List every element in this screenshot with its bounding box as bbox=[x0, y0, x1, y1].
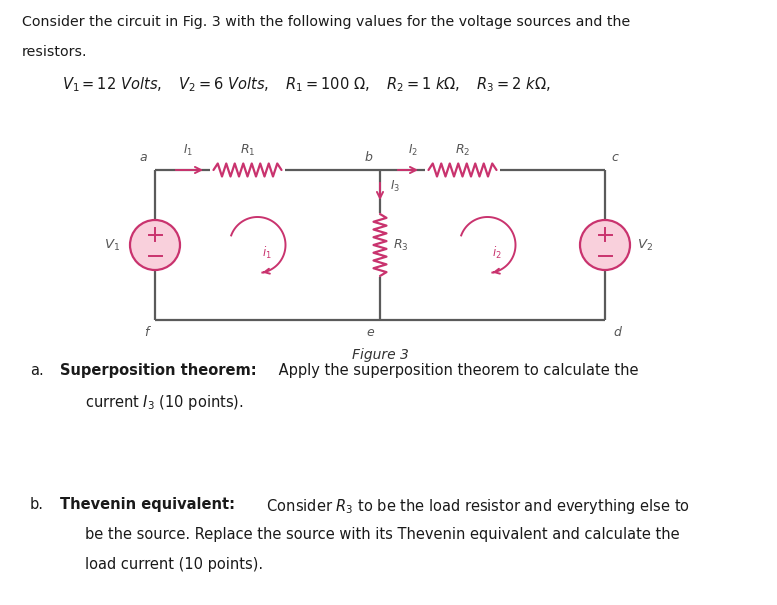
Text: a.: a. bbox=[30, 363, 44, 378]
Text: a: a bbox=[139, 151, 147, 164]
Text: c: c bbox=[611, 151, 618, 164]
Circle shape bbox=[130, 220, 180, 270]
Text: Superposition theorem:: Superposition theorem: bbox=[60, 363, 256, 378]
Text: $i_2$: $i_2$ bbox=[492, 245, 501, 261]
Text: $i_1$: $i_1$ bbox=[262, 245, 271, 261]
Text: f: f bbox=[145, 326, 149, 339]
Text: $V_1$: $V_1$ bbox=[104, 237, 120, 252]
Text: Apply the superposition theorem to calculate the: Apply the superposition theorem to calcu… bbox=[274, 363, 639, 378]
Text: $R_1$: $R_1$ bbox=[240, 143, 255, 158]
Text: $I_1$: $I_1$ bbox=[183, 143, 193, 158]
Text: d: d bbox=[613, 326, 621, 339]
Text: load current (10 points).: load current (10 points). bbox=[85, 557, 263, 572]
Text: Consider $R_3$ to be the load resistor and everything else to: Consider $R_3$ to be the load resistor a… bbox=[262, 497, 690, 516]
Text: $R_2$: $R_2$ bbox=[455, 143, 470, 158]
Text: resistors.: resistors. bbox=[22, 45, 88, 59]
Text: b: b bbox=[364, 151, 372, 164]
Text: Figure 3: Figure 3 bbox=[351, 348, 409, 362]
Text: $V_2$: $V_2$ bbox=[637, 237, 653, 252]
Text: $V_1 = 12\ \mathit{Volts}, \quad V_2 = 6\ \mathit{Volts}, \quad R_1 = 100\ \Omeg: $V_1 = 12\ \mathit{Volts}, \quad V_2 = 6… bbox=[62, 75, 551, 94]
Text: be the source. Replace the source with its Thevenin equivalent and calculate the: be the source. Replace the source with i… bbox=[85, 527, 680, 542]
Text: $R_3$: $R_3$ bbox=[393, 237, 409, 252]
Text: current $I_3$ (10 points).: current $I_3$ (10 points). bbox=[85, 393, 244, 412]
Text: e: e bbox=[366, 326, 374, 339]
Text: $I_2$: $I_2$ bbox=[408, 143, 418, 158]
Text: Thevenin equivalent:: Thevenin equivalent: bbox=[60, 497, 235, 512]
Text: $I_3$: $I_3$ bbox=[390, 179, 400, 194]
Text: Consider the circuit in Fig. 3 with the following values for the voltage sources: Consider the circuit in Fig. 3 with the … bbox=[22, 15, 630, 29]
Text: b.: b. bbox=[30, 497, 44, 512]
Circle shape bbox=[580, 220, 630, 270]
